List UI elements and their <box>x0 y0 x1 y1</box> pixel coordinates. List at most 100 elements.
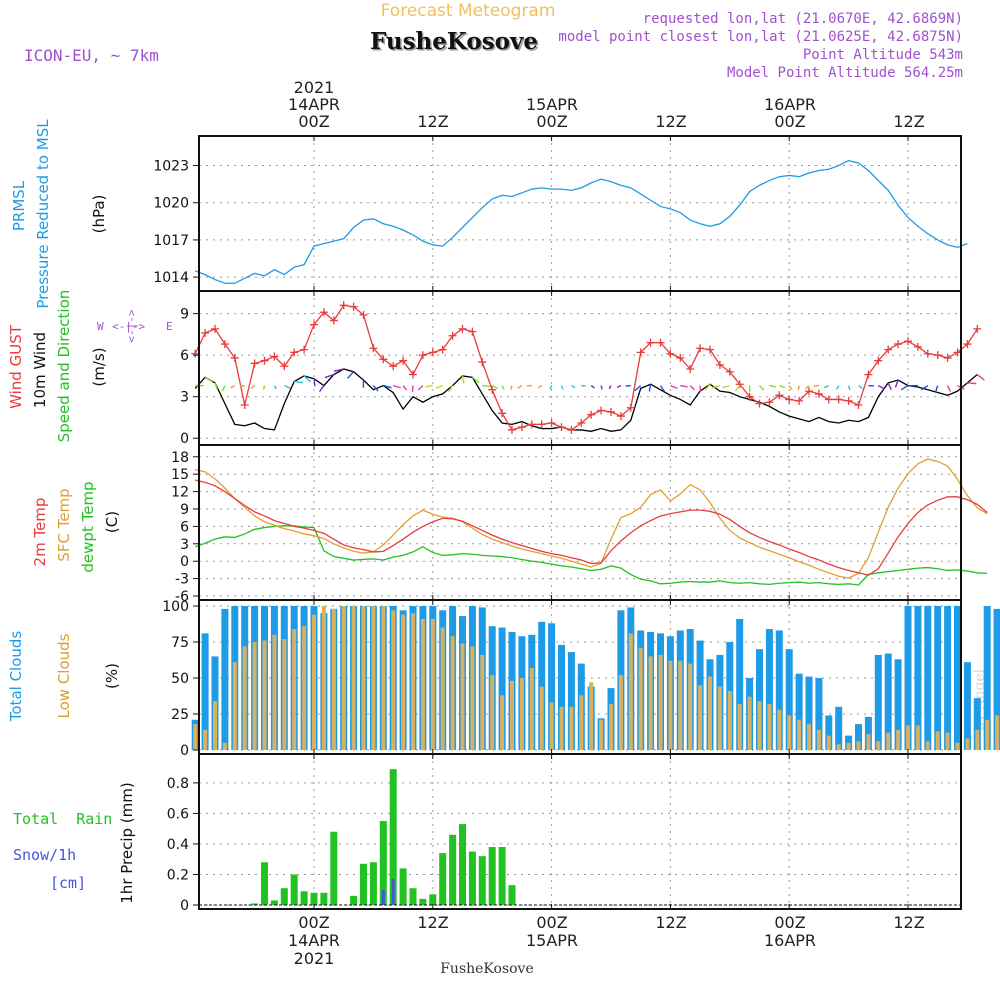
low-clouds-bar <box>450 636 455 750</box>
rain-bar <box>330 831 338 905</box>
bottom-date-label-2: 15APR <box>526 931 578 950</box>
snow-bar <box>391 879 395 905</box>
total-clouds-bar <box>993 608 1000 750</box>
wind-gust-marker <box>547 419 556 427</box>
wind-gust-marker <box>428 348 437 357</box>
precip-ytick-label: 0.6 <box>167 806 189 822</box>
wind-gust-marker <box>616 412 625 421</box>
wind-gust-marker <box>280 362 289 371</box>
total-clouds-bar <box>805 676 813 750</box>
axis-ticks: 10141017102010230369-6-30369121518025507… <box>153 135 962 914</box>
temp-ytick-label: 18 <box>171 450 189 466</box>
low-clouds-bar <box>846 742 851 750</box>
wind-gust-marker <box>329 316 338 325</box>
low-clouds-bar <box>381 606 386 750</box>
rain-bar <box>360 863 367 905</box>
wind-direction-arrow <box>894 379 899 388</box>
temp-sfc-label: SFC Temp <box>55 488 73 561</box>
wind-gust-marker <box>973 324 982 333</box>
total-clouds-bar <box>736 618 744 750</box>
wind-direction-arrow <box>501 385 505 390</box>
total-clouds-bar <box>835 706 843 750</box>
wind-ytick-label: 6 <box>180 348 189 364</box>
wind-gust-marker <box>389 362 398 371</box>
wind-direction-arrow <box>976 373 985 381</box>
total-clouds-bar <box>914 606 922 750</box>
total-clouds-bar <box>221 608 229 750</box>
low-clouds-bar <box>411 613 415 750</box>
low-clouds-bar <box>500 695 505 750</box>
low-clouds-label: Low Clouds <box>55 633 73 718</box>
wind-gust-marker <box>201 329 210 337</box>
wind-gust-marker <box>963 340 972 349</box>
low-clouds-bar <box>886 732 891 750</box>
total-clouds-bar <box>894 659 902 750</box>
wind-direction-arrow <box>797 385 800 391</box>
wind-direction-arrow <box>294 380 304 384</box>
low-clouds-bar <box>401 614 406 750</box>
wind-gust-marker <box>250 359 259 368</box>
wind-gust-marker <box>527 420 536 429</box>
wind-direction-arrow <box>549 385 553 390</box>
bottom-tick-label-3: 00Z <box>536 913 567 932</box>
snow-bar <box>381 889 385 905</box>
low-clouds-bar <box>866 734 871 750</box>
total-clouds-bar <box>815 678 823 750</box>
wind-gust-marker <box>785 395 794 404</box>
wind-gust-marker <box>191 349 200 358</box>
rain-bar <box>439 853 447 905</box>
low-clouds-bar <box>341 606 346 750</box>
clouds-ytick-label: 75 <box>171 635 189 651</box>
wind-direction-arrow <box>590 385 595 389</box>
wind-gust-marker <box>805 387 813 396</box>
wind-direction-arrow <box>722 384 730 389</box>
wind-gust-marker <box>824 395 833 404</box>
precip-ytick-label: 0.8 <box>167 776 189 792</box>
wind-direction-arrow <box>230 384 236 389</box>
pressure-labels: PRMSL Pressure Reduced to MSL (hPa) <box>10 119 108 309</box>
total-clouds-label: Total Clouds <box>7 631 25 723</box>
low-clouds-bar <box>599 719 604 750</box>
wind-gust-marker <box>567 425 576 434</box>
wind-gust-marker <box>636 348 645 357</box>
temp-dewpt-label: dewpt Temp <box>79 481 97 572</box>
low-clouds-bar <box>638 647 643 750</box>
wind-direction-arrow <box>887 382 892 391</box>
wind-gust-marker <box>884 345 893 354</box>
wind-gust-marker <box>310 320 318 329</box>
low-clouds-bar <box>331 608 336 750</box>
low-clouds-bar <box>569 706 574 750</box>
pressure-ytick-label: 1023 <box>153 159 189 175</box>
wind-direction-arrow <box>411 385 414 392</box>
wind-direction-arrow <box>221 385 226 392</box>
low-clouds-bar <box>490 675 495 750</box>
wind-direction-arrow <box>392 384 401 389</box>
total-clouds-bar <box>538 621 546 750</box>
wind-direction-arrow <box>659 385 666 392</box>
wind-10m-label: 10m Wind <box>31 332 49 408</box>
low-clouds-bar <box>777 709 782 750</box>
wind-direction-arrow <box>946 385 952 392</box>
low-clouds-bar <box>529 667 534 750</box>
rain-bar <box>310 892 318 905</box>
wind-gust-marker <box>735 380 744 389</box>
low-clouds-bar <box>351 606 356 750</box>
wind-10m-line <box>194 368 978 432</box>
wind-direction-arrow <box>625 384 631 387</box>
low-clouds-bar <box>549 702 554 750</box>
wind-direction-arrow <box>900 385 909 391</box>
low-clouds-bar <box>876 741 881 750</box>
total-clouds-bar <box>558 644 565 750</box>
wind-direction-arrow <box>537 385 543 389</box>
low-clouds-bar <box>896 729 901 750</box>
top-tick-label-5: 00Z <box>774 112 805 131</box>
top-tick-label-6: 12Z <box>893 112 924 131</box>
wind-direction-arrow <box>967 382 977 385</box>
wind-direction-arrow <box>847 385 851 391</box>
wind-gust-marker <box>854 401 863 409</box>
compass-west: W <box>97 320 104 333</box>
temp-ytick-label: 3 <box>180 537 189 553</box>
pressure-ytick-label: 1014 <box>153 270 189 286</box>
wind-direction-arrow <box>877 384 885 390</box>
wind-gust-marker <box>933 351 942 360</box>
